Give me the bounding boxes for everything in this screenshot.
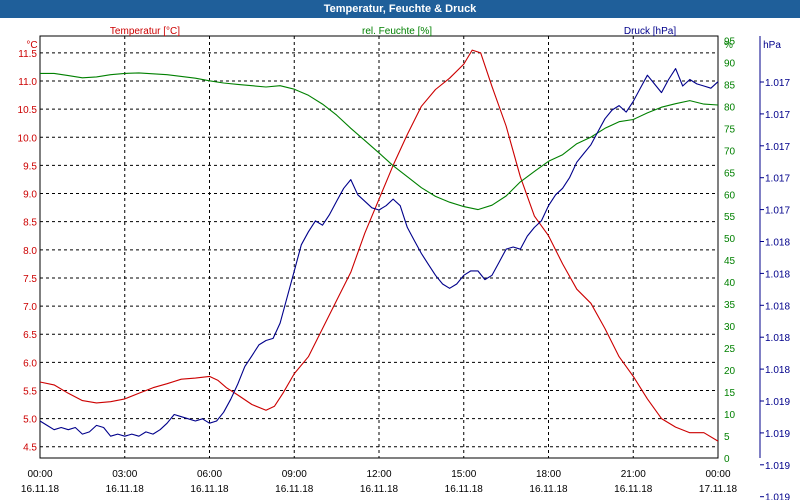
pressure-tick-label: 1.017 [765,206,790,217]
temperature-tick-label: 10.0 [18,133,38,144]
humidity-tick-label: 85 [724,80,736,91]
pressure-tick-label: 1.018 [765,238,790,249]
window-title: Temperatur, Feuchte & Druck [0,0,800,18]
humidity-tick-label: 55 [724,212,736,223]
x-tick-date: 16.11.18 [190,484,229,495]
temperature-tick-label: 6.5 [23,330,37,341]
temperature-tick-label: 7.5 [23,274,37,285]
pressure-tick-label: 1.018 [765,301,790,312]
humidity-tick-label: 35 [724,300,736,311]
humidity-tick-label: 90 [724,58,736,69]
x-tick-date: 17.11.18 [699,484,738,495]
pressure-line [39,68,719,437]
humidity-tick-label: 20 [724,366,736,377]
humidity-unit-label: % [724,40,733,51]
humidity-tick-label: 25 [724,344,736,355]
x-tick-time: 12:00 [366,469,391,480]
x-tick-time: 06:00 [197,469,222,480]
x-tick-date: 16.11.18 [360,484,399,495]
pressure-tick-label: 1.019 [765,461,790,472]
x-tick-time: 09:00 [282,469,307,480]
pressure-unit-label: hPa [763,40,781,51]
temperature-tick-label: 9.0 [23,190,37,201]
humidity-tick-label: 75 [724,124,736,135]
temperature-tick-label: 4.5 [23,443,37,454]
humidity-tick-label: 30 [724,322,736,333]
humidity-tick-label: 80 [724,102,736,113]
humidity-tick-label: 10 [724,410,736,421]
humidity-line [40,72,719,211]
x-tick-date: 16.11.18 [106,484,145,495]
humidity-tick-label: 40 [724,278,736,289]
temperature-tick-label: 11.0 [18,77,37,88]
pressure-axis-title: Druck [hPa] [624,26,676,37]
humidity-tick-label: 60 [724,190,736,201]
humidity-tick-label: 50 [724,234,736,245]
humidity-axis-title: rel. Feuchte [%] [362,26,432,37]
pressure-tick-label: 1.019 [765,429,790,440]
humidity-tick-label: 5 [724,432,730,443]
x-tick-date: 16.11.18 [275,484,314,495]
temperature-tick-label: 8.0 [23,246,37,257]
humidity-tick-label: 65 [724,168,736,179]
temperature-tick-label: 11.5 [18,49,37,60]
humidity-tick-label: 15 [724,388,736,399]
pressure-tick-label: 1.018 [765,333,790,344]
pressure-tick-label: 1.017 [765,110,790,121]
x-tick-time: 18:00 [536,469,561,480]
humidity-tick-label: 95 [724,36,736,47]
pressure-tick-label: 1.019 [765,493,790,500]
x-tick-time: 21:00 [621,469,646,480]
temperature-tick-label: 8.5 [23,218,37,229]
pressure-tick-label: 1.017 [765,142,790,153]
temperature-tick-label: 7.0 [23,302,37,313]
humidity-tick-label: 0 [724,454,730,465]
pressure-tick-label: 1.018 [765,365,790,376]
humidity-tick-label: 45 [724,256,736,267]
temperature-unit-label: °C [26,40,37,51]
pressure-tick-label: 1.017 [765,78,790,89]
temperature-tick-label: 10.5 [18,105,38,116]
temperature-tick-label: 5.0 [23,415,37,426]
x-tick-time: 15:00 [451,469,476,480]
temperature-tick-label: 6.0 [23,358,37,369]
humidity-tick-label: 70 [724,146,736,157]
x-tick-date: 16.11.18 [21,484,60,495]
pressure-tick-label: 1.019 [765,397,790,408]
x-tick-time: 00:00 [705,469,730,480]
pressure-tick-label: 1.018 [765,269,790,280]
temperature-line [39,49,719,442]
x-tick-date: 16.11.18 [614,484,653,495]
x-tick-time: 03:00 [112,469,137,480]
pressure-tick-label: 1.017 [765,174,790,185]
x-tick-date: 16.11.18 [445,484,484,495]
x-tick-date: 16.11.18 [529,484,568,495]
temperature-tick-label: 9.5 [23,161,37,172]
temperature-tick-label: 5.5 [23,386,37,397]
x-tick-time: 00:00 [27,469,52,480]
temperature-axis-title: Temperatur [°C] [110,26,180,37]
